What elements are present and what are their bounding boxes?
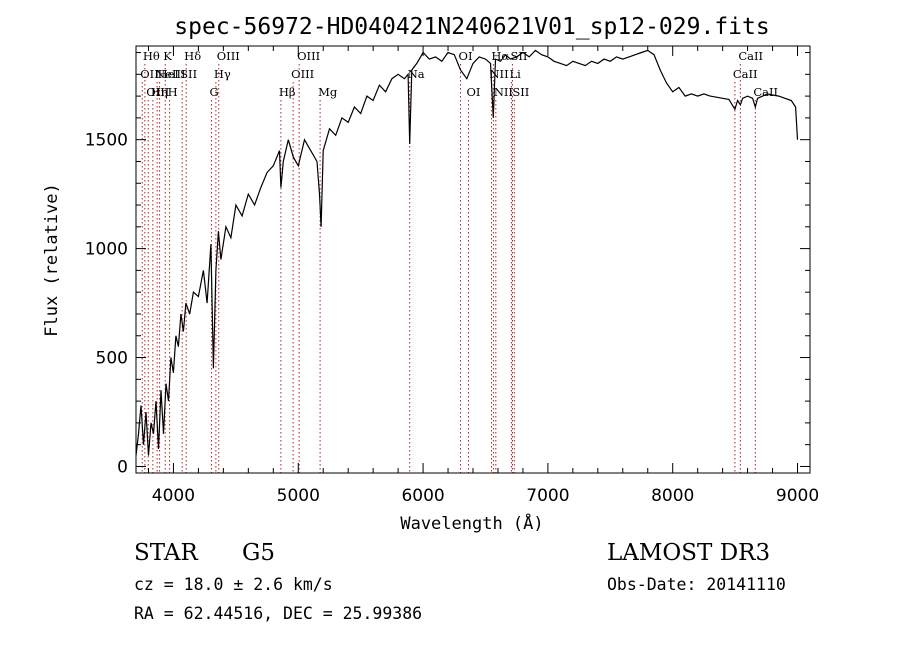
- y-axis-label: Flux (relative): [42, 183, 62, 337]
- x-tick-label: 5000: [277, 486, 320, 506]
- x-axis-label: Wavelength (Å): [400, 512, 543, 534]
- observation-date: Obs-Date: 20141110: [607, 575, 786, 594]
- x-tick-label: 6000: [401, 486, 444, 506]
- line-marker-label: NII: [494, 85, 513, 99]
- spectral-subclass: G5: [242, 540, 276, 566]
- line-marker-labels: OIIHθOIIIHηNeIIIHeIKHSIIHδGHγOIIIHβOIIIO…: [140, 49, 778, 99]
- line-marker-label: OIII: [297, 49, 320, 63]
- plot-frame: [135, 45, 811, 474]
- line-marker-label: HeI: [158, 67, 179, 81]
- line-marker-label: OI: [467, 85, 481, 99]
- line-marker-label: OIII: [291, 67, 314, 81]
- line-marker-label: Hδ: [184, 49, 201, 63]
- survey-name: LAMOST DR3: [607, 540, 771, 566]
- y-tick-label: 1000: [85, 240, 128, 260]
- line-marker-label: OII: [140, 67, 159, 81]
- line-marker-group: [141, 64, 756, 473]
- line-marker-label: Na: [408, 67, 425, 81]
- x-axis-ticks: 4000 5000 6000 7000 8000 9000: [147, 46, 819, 506]
- line-marker-label: Hβ: [279, 85, 296, 99]
- ra-dec-coordinates: RA = 62.44516, DEC = 25.99386: [134, 604, 423, 623]
- line-marker-label: G: [210, 85, 219, 99]
- line-marker-label: CaII: [753, 85, 778, 99]
- line-marker-label: Hη: [151, 85, 168, 99]
- x-tick-label: 7000: [526, 486, 569, 506]
- line-marker-label: SII: [510, 49, 527, 63]
- x-tick-label: 4000: [152, 486, 195, 506]
- chart-title: spec-56972-HD040421N240621V01_sp12-029.f…: [174, 14, 769, 40]
- line-marker-label: OIII: [146, 85, 169, 99]
- x-tick-label: 9000: [776, 486, 819, 506]
- line-marker-label: OI: [459, 49, 473, 63]
- line-marker-label: Li: [509, 67, 521, 81]
- line-marker-label: Hγ: [214, 67, 231, 81]
- line-marker-label: CaII: [738, 49, 763, 63]
- line-marker-label: SII: [512, 85, 529, 99]
- y-tick-label: 1500: [85, 131, 128, 151]
- redshift-cz: cz = 18.0 ± 2.6 km/s: [134, 575, 333, 594]
- line-marker-label: Hθ: [143, 49, 160, 63]
- y-axis-ticks: 0 500 1000 1500: [85, 52, 810, 477]
- line-marker-label: NeIII: [155, 67, 186, 81]
- line-marker-label: NII: [489, 67, 508, 81]
- line-marker-label: Mg: [318, 85, 338, 99]
- line-marker-label: SII: [180, 67, 197, 81]
- line-marker-label: OIII: [217, 49, 240, 63]
- line-marker-label: Hα: [491, 49, 509, 63]
- line-marker-label: CaII: [733, 67, 758, 81]
- object-class: STAR: [134, 540, 198, 566]
- x-tick-label: 8000: [651, 486, 694, 506]
- y-tick-label: 0: [117, 457, 128, 477]
- line-marker-label: K: [163, 49, 172, 63]
- flux-series-line: [135, 49, 799, 456]
- y-tick-label: 500: [96, 349, 128, 369]
- line-marker-label: H: [168, 85, 178, 99]
